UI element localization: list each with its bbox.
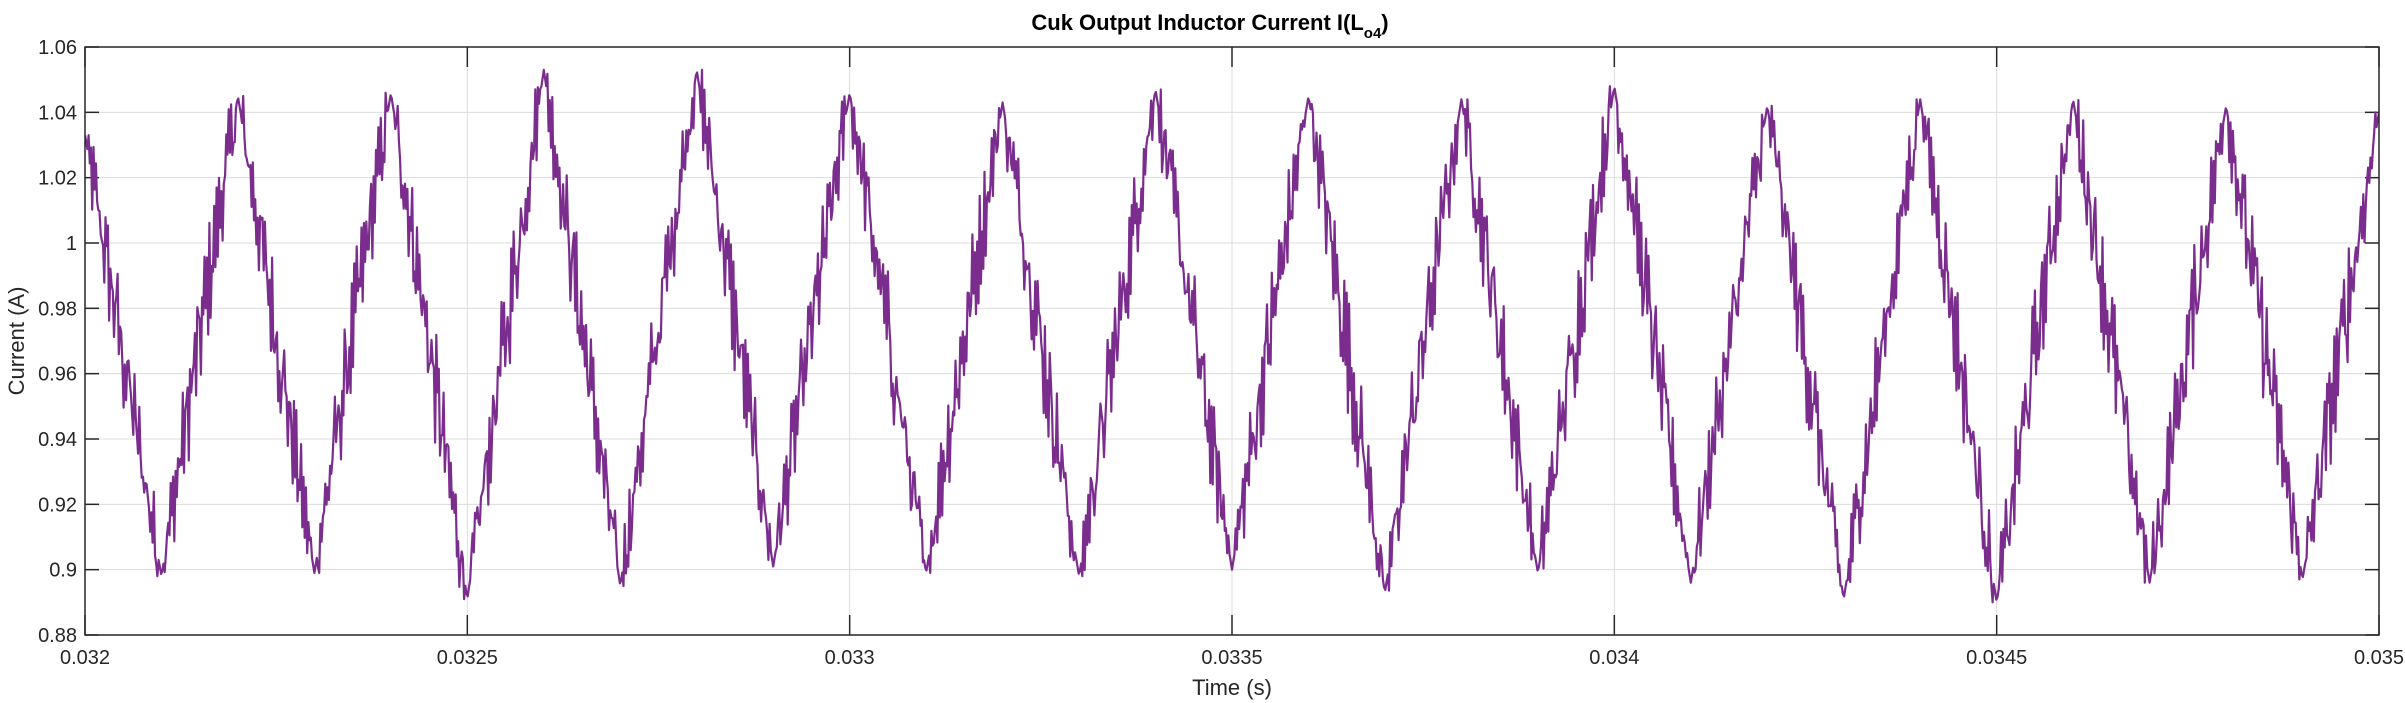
y-axis-label: Current (A) [4,287,29,396]
y-tick-label: 0.98 [38,298,77,320]
chart-title-subscript: o4 [1364,25,1382,42]
y-tick-label: 0.94 [38,429,77,451]
x-tick-label: 0.0345 [1966,647,2027,669]
y-tick-label: 1 [66,233,77,255]
chart-title-main: Cuk Output Inductor Current I(L [1031,10,1363,35]
x-axis-ticks: 0.032 0.0325 0.033 0.0335 0.034 0.0345 0.035 [60,47,2404,669]
y-tick-label: 1.04 [38,102,77,124]
y-tick-label: 1.06 [38,37,77,59]
x-axis-label: Time (s) [1192,675,1272,700]
chart-title-suffix: ) [1381,10,1388,35]
chart-title: Cuk Output Inductor Current I(Lo4) [1031,10,1388,42]
x-tick-label: 0.035 [2354,647,2404,669]
x-tick-label: 0.033 [825,647,875,669]
x-tick-label: 0.032 [60,647,110,669]
x-tick-label: 0.034 [1589,647,1639,669]
plot-frame [84,46,2380,636]
y-tick-label: 1.02 [38,168,77,190]
y-tick-label: 0.96 [38,364,77,386]
x-tick-label: 0.0335 [1201,647,1262,669]
y-tick-label: 0.88 [38,625,77,647]
y-tick-label: 0.92 [38,494,77,516]
y-axis-ticks: 0.88 0.9 0.92 0.94 0.96 0.98 1 1.02 1.04 1.06 [38,37,2379,647]
series-line [85,68,2379,604]
x-tick-label: 0.0325 [437,647,498,669]
y-tick-label: 0.9 [49,560,77,582]
